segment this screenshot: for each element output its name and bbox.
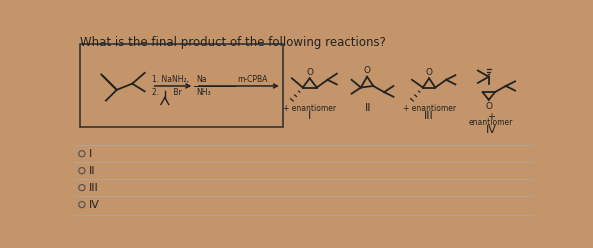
Text: III: III <box>89 183 98 193</box>
Text: O: O <box>306 68 313 77</box>
Text: What is the final product of the following reactions?: What is the final product of the followi… <box>79 36 385 49</box>
Text: 2.      Br: 2. Br <box>152 88 182 96</box>
Text: Na: Na <box>196 75 207 84</box>
Text: O: O <box>364 66 371 75</box>
Text: III: III <box>424 111 434 121</box>
Text: I: I <box>308 111 311 121</box>
Text: NH₃: NH₃ <box>196 88 211 96</box>
FancyBboxPatch shape <box>80 44 283 127</box>
Text: m-CPBA: m-CPBA <box>237 75 267 84</box>
Text: 1. NaNH₂,: 1. NaNH₂, <box>152 75 189 84</box>
Text: IV: IV <box>89 200 100 210</box>
Text: + enantiomer: + enantiomer <box>403 104 455 113</box>
Text: II: II <box>365 103 372 113</box>
Text: +: + <box>487 112 495 122</box>
Text: enantiomer: enantiomer <box>469 118 514 127</box>
Text: I: I <box>89 149 92 159</box>
Text: O: O <box>426 68 432 77</box>
Text: II: II <box>89 166 95 176</box>
Text: + enantiomer: + enantiomer <box>283 104 336 113</box>
Text: IV: IV <box>486 125 496 135</box>
Text: O: O <box>485 102 492 111</box>
